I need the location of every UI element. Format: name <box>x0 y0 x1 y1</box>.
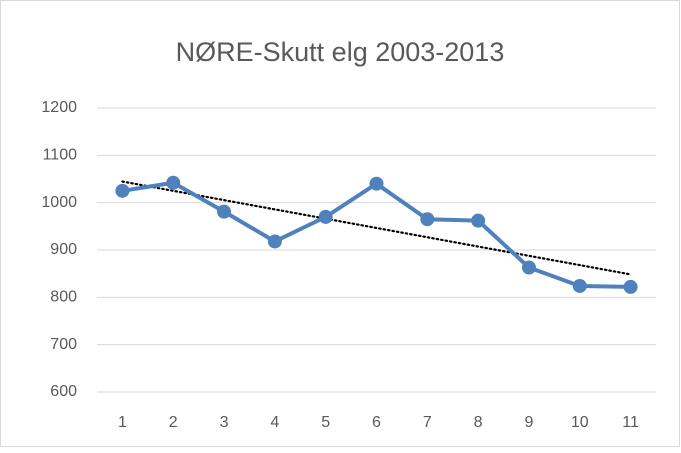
x-tick-label: 2 <box>169 414 178 431</box>
data-point <box>318 209 333 224</box>
data-point <box>471 213 486 228</box>
data-point <box>217 204 232 219</box>
data-point <box>623 279 638 294</box>
y-tick-label: 1000 <box>41 194 77 211</box>
data-point <box>572 278 587 293</box>
x-tick-label: 9 <box>525 414 534 431</box>
data-point <box>267 234 282 249</box>
x-tick-label: 11 <box>622 414 639 431</box>
x-tick-label: 8 <box>474 414 483 431</box>
x-tick-label: 5 <box>321 414 330 431</box>
data-point <box>420 212 435 227</box>
y-tick-label: 700 <box>50 336 77 353</box>
y-tick-label: 800 <box>50 289 77 306</box>
x-tick-label: 4 <box>270 414 279 431</box>
data-point <box>115 183 130 198</box>
y-tick-label: 1100 <box>43 147 78 164</box>
y-tick-label: 900 <box>50 241 77 258</box>
x-tick-label: 6 <box>372 414 381 431</box>
x-tick-label: 3 <box>220 414 229 431</box>
data-point <box>369 176 384 191</box>
chart-title: NØRE-Skutt elg 2003-2013 <box>176 37 505 67</box>
x-tick-label: 7 <box>423 414 432 431</box>
y-tick-label: 600 <box>50 383 77 400</box>
trendline <box>121 180 632 276</box>
x-tick-label: 1 <box>118 414 127 431</box>
data-point <box>166 175 181 190</box>
y-tick-label: 1200 <box>41 99 77 116</box>
x-tick-label: 10 <box>571 414 589 431</box>
data-point <box>521 260 536 275</box>
